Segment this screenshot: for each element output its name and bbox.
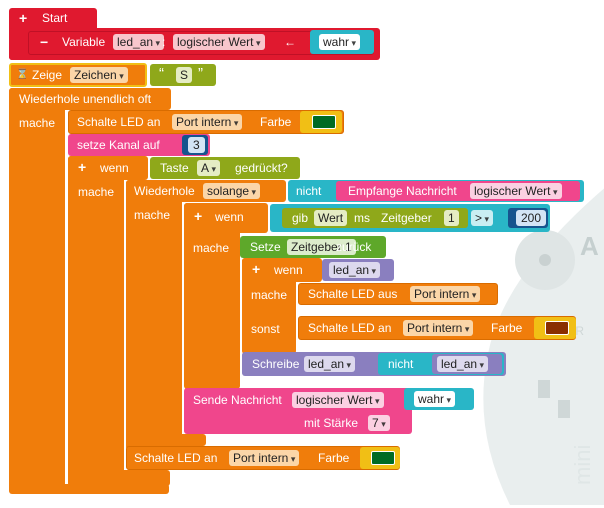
button-which-dropdown[interactable]: A [197,160,221,176]
timer-number-field[interactable]: 1 [444,210,459,226]
timer-label: Zeitgeber [381,211,432,225]
plus-icon[interactable]: + [19,10,28,26]
if-timer-do: mache [193,241,230,255]
button-pressed-label: gedrückt? [235,161,288,175]
while-do: mache [134,208,171,222]
button-label: Taste [160,161,189,175]
receive-type-dropdown[interactable]: logischer Wert [470,183,562,199]
send-message-label: Sende Nachricht [193,393,282,407]
reset-timer-field[interactable]: Zeitgeber 1 [287,239,356,255]
led-off-label: Schalte LED aus [308,287,398,301]
if-led-body [242,258,296,354]
if-button-do: mache [78,185,115,199]
color-swatch-2[interactable] [545,321,569,335]
if-button-label: wenn [100,161,129,175]
led-port-dropdown-3[interactable]: Port intern [229,450,300,466]
timer-value-block[interactable] [282,208,468,228]
assign-arrow: ← [284,35,296,49]
if-button-end [68,470,170,486]
led-on-label-1: Schalte LED an [77,115,161,129]
set-channel-block[interactable] [68,134,210,156]
not-label: nicht [296,184,322,198]
calliope-board-icon: A -OR mini [470,175,604,505]
plus-icon[interactable]: + [78,159,87,175]
if-button-body [68,156,124,486]
led-on-label-3: Schalte LED an [134,451,218,465]
timer-value-field: Wert [314,210,348,226]
forever-loop-body [9,88,65,492]
show-type-dropdown[interactable]: Zeichen [70,67,128,83]
start-label: Start [42,11,68,25]
write-var-dropdown[interactable]: led_an [304,356,356,372]
led-color-label-3: Farbe [318,451,350,465]
minus-icon[interactable]: − [40,34,49,50]
while-block-end [126,434,206,446]
write-var-label: Schreibe [252,357,300,371]
channel-number-field[interactable]: 3 [188,137,205,153]
variable-name-dropdown[interactable]: led_an [113,34,165,50]
while-label: Wiederhole [134,184,195,198]
svg-text:mini: mini [570,445,595,485]
receive-message-label: Empfange Nachricht [348,184,457,198]
if-timer-label: wenn [215,210,244,224]
plus-icon[interactable]: + [252,261,261,277]
write-var2-dropdown[interactable]: led_an [437,356,489,372]
if-led-label: wenn [274,263,303,277]
svg-text:A: A [580,231,599,261]
send-type-dropdown[interactable]: logischer Wert [292,392,384,408]
reset-timer-back: zurück [336,240,372,254]
if-timer-body [184,203,240,389]
while-block-body [126,180,182,450]
strength-dropdown[interactable]: 7 [368,415,390,431]
led-port-dropdown-1[interactable]: Port intern [172,114,243,130]
set-channel-label: setze Kanal auf [77,138,160,152]
give-label: gib [292,211,309,225]
led-port-dropdown-2[interactable]: Port intern [403,320,474,336]
variable-type-dropdown[interactable]: logischer Wert [173,34,265,50]
led-on-label-2: Schalte LED an [308,321,392,335]
show-keyword: Zeige [32,68,63,82]
reset-timer-label: Setze [250,240,281,254]
while-mode-dropdown[interactable]: solange [203,183,261,199]
variable-keyword: Variable [62,35,106,49]
hourglass-icon: ⌛ [16,69,29,80]
forever-loop-do: mache [19,116,56,130]
quote-open: “ [159,65,164,82]
led-off-port-dropdown[interactable]: Port intern [410,286,481,302]
ms-label: ms [354,211,370,225]
char-field[interactable]: S [176,67,193,83]
if-led-else: sonst [251,322,280,336]
forever-loop-label: Wiederhole unendlich oft [19,92,152,106]
button-pressed-block[interactable] [150,157,300,179]
strength-label: mit Stärke [304,416,359,430]
led-color-label-2: Farbe [491,321,523,335]
variable-colon: : [162,35,166,49]
color-swatch-3[interactable] [371,451,395,465]
var-led-dropdown[interactable]: led_an [329,262,381,278]
led-color-label-1: Farbe [260,115,292,129]
send-true-dropdown[interactable]: wahr [414,391,456,407]
compare-operator-dropdown[interactable]: > [471,210,494,226]
bool-true-dropdown[interactable]: wahr [319,34,361,50]
plus-icon[interactable]: + [194,208,203,224]
write-not-label: nicht [388,357,414,371]
forever-loop-end [9,484,169,494]
if-led-do: mache [251,288,288,302]
quote-close: ” [198,65,203,82]
compare-number-field[interactable]: 200 [516,210,547,226]
color-swatch-1[interactable] [312,115,336,129]
